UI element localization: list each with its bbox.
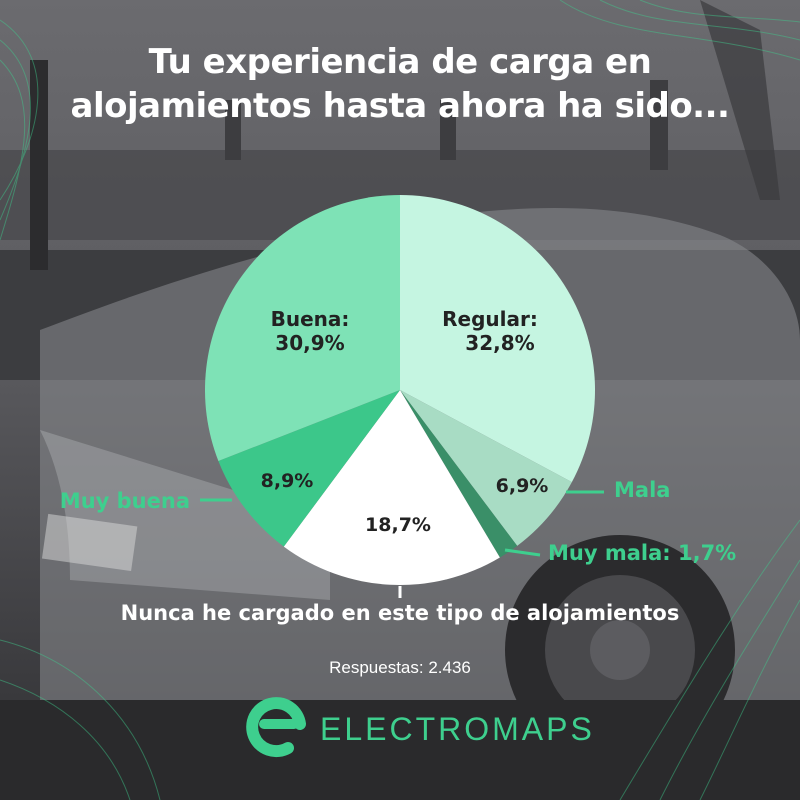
slice-value-buena: 30,9% [275, 331, 344, 355]
pie-slice-nunca [283, 390, 500, 585]
title-line-1: Tu experiencia de carga en [148, 42, 652, 82]
leader-lines [200, 490, 604, 598]
pie-chart [204, 195, 595, 585]
pie-slice-buena [204, 195, 400, 461]
slice-label-buena: Buena: [271, 307, 350, 331]
slice-value-nunca: 18,7% [365, 514, 431, 536]
pie-labels: Regular:32,8% 6,9% Mala Muy mala: 1,7% 18,7%… [60, 307, 736, 625]
slice-value-regular: 32,8% [465, 331, 534, 355]
page-title: Tu experiencia de carga en alojamientos … [0, 40, 800, 128]
slice-label-muy-mala: Muy mala: 1,7% [548, 541, 736, 565]
slice-label-muy-buena: Muy buena [60, 489, 190, 513]
pie-slice-regular [400, 195, 595, 483]
slice-value-mala: 6,9% [496, 475, 549, 497]
slice-label-nunca: Nunca he cargado en este tipo de alojami… [121, 601, 680, 625]
title-line-2: alojamientos hasta ahora ha sido... [70, 86, 730, 126]
electromaps-e-logo-icon [246, 697, 306, 758]
pie-slice-muy-buena [218, 390, 400, 547]
slice-value-muy-buena: 8,9% [261, 470, 314, 492]
responses-count: Respuestas: 2.436 [329, 658, 471, 677]
slice-label-mala: Mala [614, 478, 670, 502]
pie-slice-muy-mala [400, 390, 518, 558]
pie-slice-mala [400, 390, 572, 546]
brand-name: ELECTROMAPS [320, 711, 595, 747]
leader-line-muy-mala [504, 548, 541, 557]
slice-label-regular: Regular: [442, 307, 538, 331]
